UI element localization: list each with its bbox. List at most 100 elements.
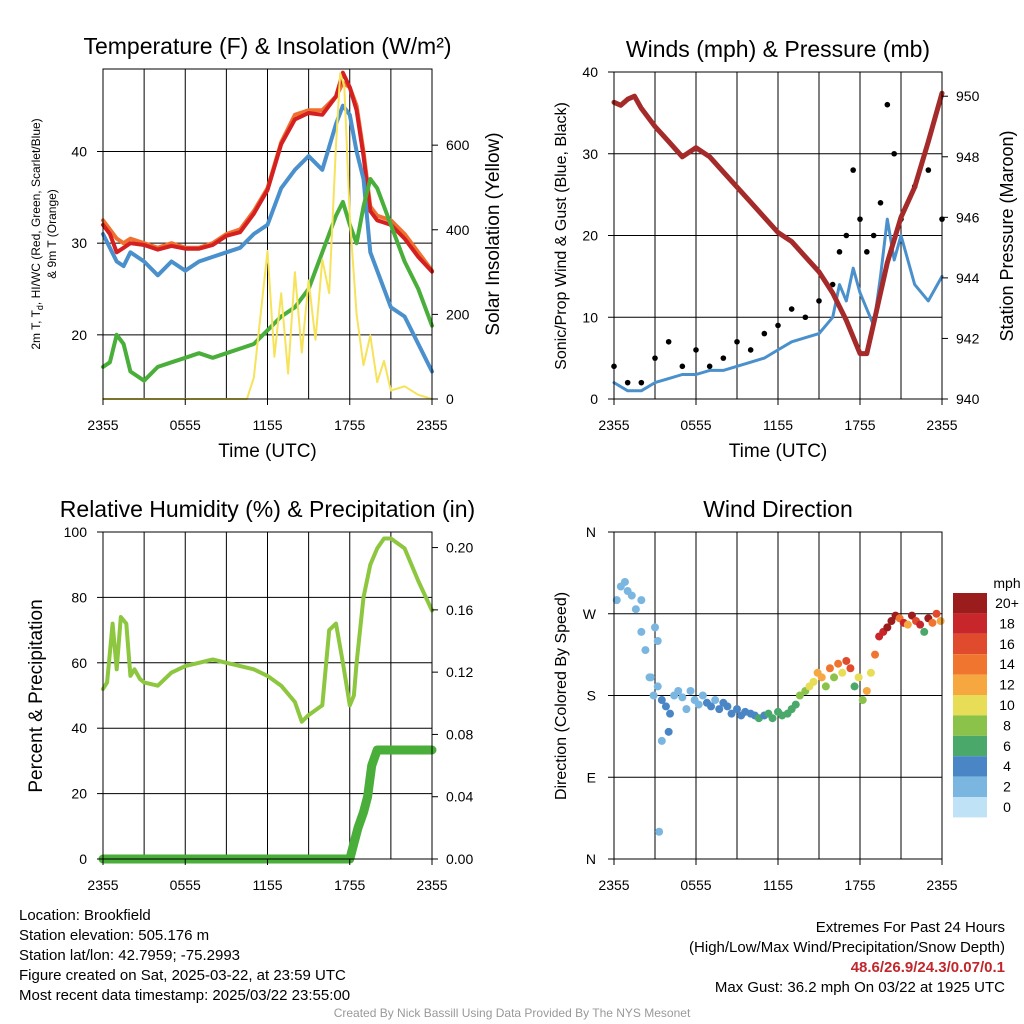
gust-point — [788, 306, 795, 312]
gust-point — [884, 101, 891, 108]
wind-xtick-label: 2355 — [926, 417, 957, 433]
gust-point — [679, 363, 686, 370]
direction-point — [916, 620, 925, 629]
temp-title: Temperature (F) & Insolation (W/m²) — [83, 33, 451, 59]
td-line — [101, 177, 434, 383]
rh-ytick-label: 20 — [71, 786, 87, 802]
direction-point — [682, 705, 691, 714]
gust-point — [638, 379, 645, 386]
pressure-line — [611, 90, 945, 357]
temp-y2label-text: Solar Insolation (Yellow) — [483, 132, 504, 335]
direction-point — [694, 700, 703, 709]
rh-ytick-label: 100 — [64, 524, 88, 540]
wind-y2tick-label: 940 — [956, 391, 980, 407]
direction-point — [631, 605, 640, 614]
wind-xtick-label: 1155 — [763, 417, 793, 433]
direction-point — [817, 673, 826, 682]
temp-xlabel: Time (UTC) — [218, 441, 317, 462]
rh-y2tick-label: 0.00 — [446, 851, 473, 867]
direction-point — [727, 709, 736, 718]
speed-legend-swatch — [953, 593, 987, 614]
temp-xtick-label: 2355 — [416, 417, 447, 433]
figure-created: Figure created on Sat, 2025-03-22, at 23… — [19, 967, 346, 984]
gust-point — [734, 338, 740, 345]
direction-point — [809, 677, 818, 686]
direction-point — [854, 673, 863, 682]
direction-point — [653, 637, 662, 645]
direction-point — [715, 705, 724, 714]
dir-ytick-label: S — [587, 688, 596, 704]
hi-wc-line — [101, 103, 434, 374]
gust-point — [665, 338, 672, 345]
wind-panel: Winds (mph) & Pressure (mb) 2355 0555 1155 1… — [582, 36, 979, 462]
direction-point — [723, 702, 732, 711]
direction-point — [627, 591, 636, 600]
direction-point — [866, 668, 875, 677]
temp-xtick-label: 1155 — [252, 417, 282, 433]
direction-point — [678, 693, 687, 702]
station-location: Location: Brookfield — [19, 907, 151, 924]
wind-y2tick-label: 944 — [956, 270, 980, 286]
wind-ytick-label: 20 — [582, 228, 598, 244]
wind-xtick-label: 1755 — [844, 417, 875, 433]
wind-xtick-label: 2355 — [598, 417, 629, 433]
direction-point — [674, 686, 683, 695]
rh-y2tick-label: 0.04 — [446, 789, 473, 805]
gust-point — [624, 379, 631, 386]
gust-point — [843, 232, 850, 239]
direction-point — [641, 646, 650, 655]
direction-point — [862, 686, 871, 695]
direction-point — [883, 623, 892, 632]
speed-legend-swatch — [953, 797, 987, 818]
rh-xtick-label: 2355 — [87, 877, 118, 893]
dir-ytick-label: N — [586, 851, 596, 867]
rh-title: Relative Humidity (%) & Precipitation (i… — [60, 496, 475, 522]
gust-point — [836, 249, 843, 255]
rh-y2tick-label: 0.12 — [446, 664, 473, 680]
direction-point — [825, 664, 834, 673]
wind-line — [612, 217, 944, 393]
speed-legend: mph 20+ 18 16 14 12 10 8 6 4 2 0 — [953, 575, 1021, 818]
rh-ytick-label: 0 — [79, 851, 87, 867]
gust-point — [775, 322, 781, 329]
rh-ytick-label: 60 — [71, 655, 87, 671]
temp-y2tick-label: 0 — [446, 391, 454, 407]
gust-point — [925, 167, 932, 173]
speed-legend-title: mph — [993, 575, 1020, 591]
extremes-values: 48.6/26.9/24.3/0.07/0.1 — [850, 959, 1005, 976]
temp-y2tick-label: 600 — [446, 137, 470, 153]
direction-point — [657, 696, 666, 705]
direction-point — [612, 596, 621, 605]
speed-legend-swatch — [953, 756, 987, 777]
direction-point — [620, 577, 629, 586]
extremes-subtitle: (High/Low/Max Wind/Precipitation/Snow De… — [689, 939, 1005, 956]
direction-point — [653, 682, 662, 691]
gust-point — [864, 249, 870, 255]
direction-point — [850, 682, 859, 691]
dir-xtick-label: 0555 — [680, 877, 711, 893]
wind-ytick-label: 10 — [582, 309, 598, 325]
wind-y2tick-label: 946 — [956, 209, 980, 225]
direction-point — [686, 686, 695, 695]
temp-panel: Temperature (F) & Insolation (W/m²) 2355 0… — [71, 33, 469, 462]
speed-legend-swatch — [953, 776, 987, 797]
gust-point — [850, 167, 856, 173]
rh-panel: Relative Humidity (%) & Precipitation (i… — [60, 496, 475, 893]
direction-point — [655, 827, 664, 836]
gust-point — [693, 347, 699, 353]
wind-ytick-label: 30 — [582, 146, 598, 162]
temp-ylabel-line2: & 9m T (Orange) — [45, 189, 59, 279]
max-gust: Max Gust: 36.2 mph On 03/22 at 1925 UTC — [714, 979, 1005, 996]
rh-line — [101, 536, 434, 724]
dir-xtick-label: 1755 — [844, 877, 875, 893]
temp-y2tick-label: 200 — [446, 306, 470, 322]
rh-xtick-label: 2355 — [416, 877, 447, 893]
direction-point — [903, 620, 912, 629]
speed-legend-label: 14 — [999, 656, 1015, 672]
wind-y2tick-label: 942 — [956, 330, 980, 346]
rh-xtick-label: 0555 — [170, 877, 201, 893]
direction-point — [664, 727, 673, 736]
gust-point — [816, 298, 822, 304]
